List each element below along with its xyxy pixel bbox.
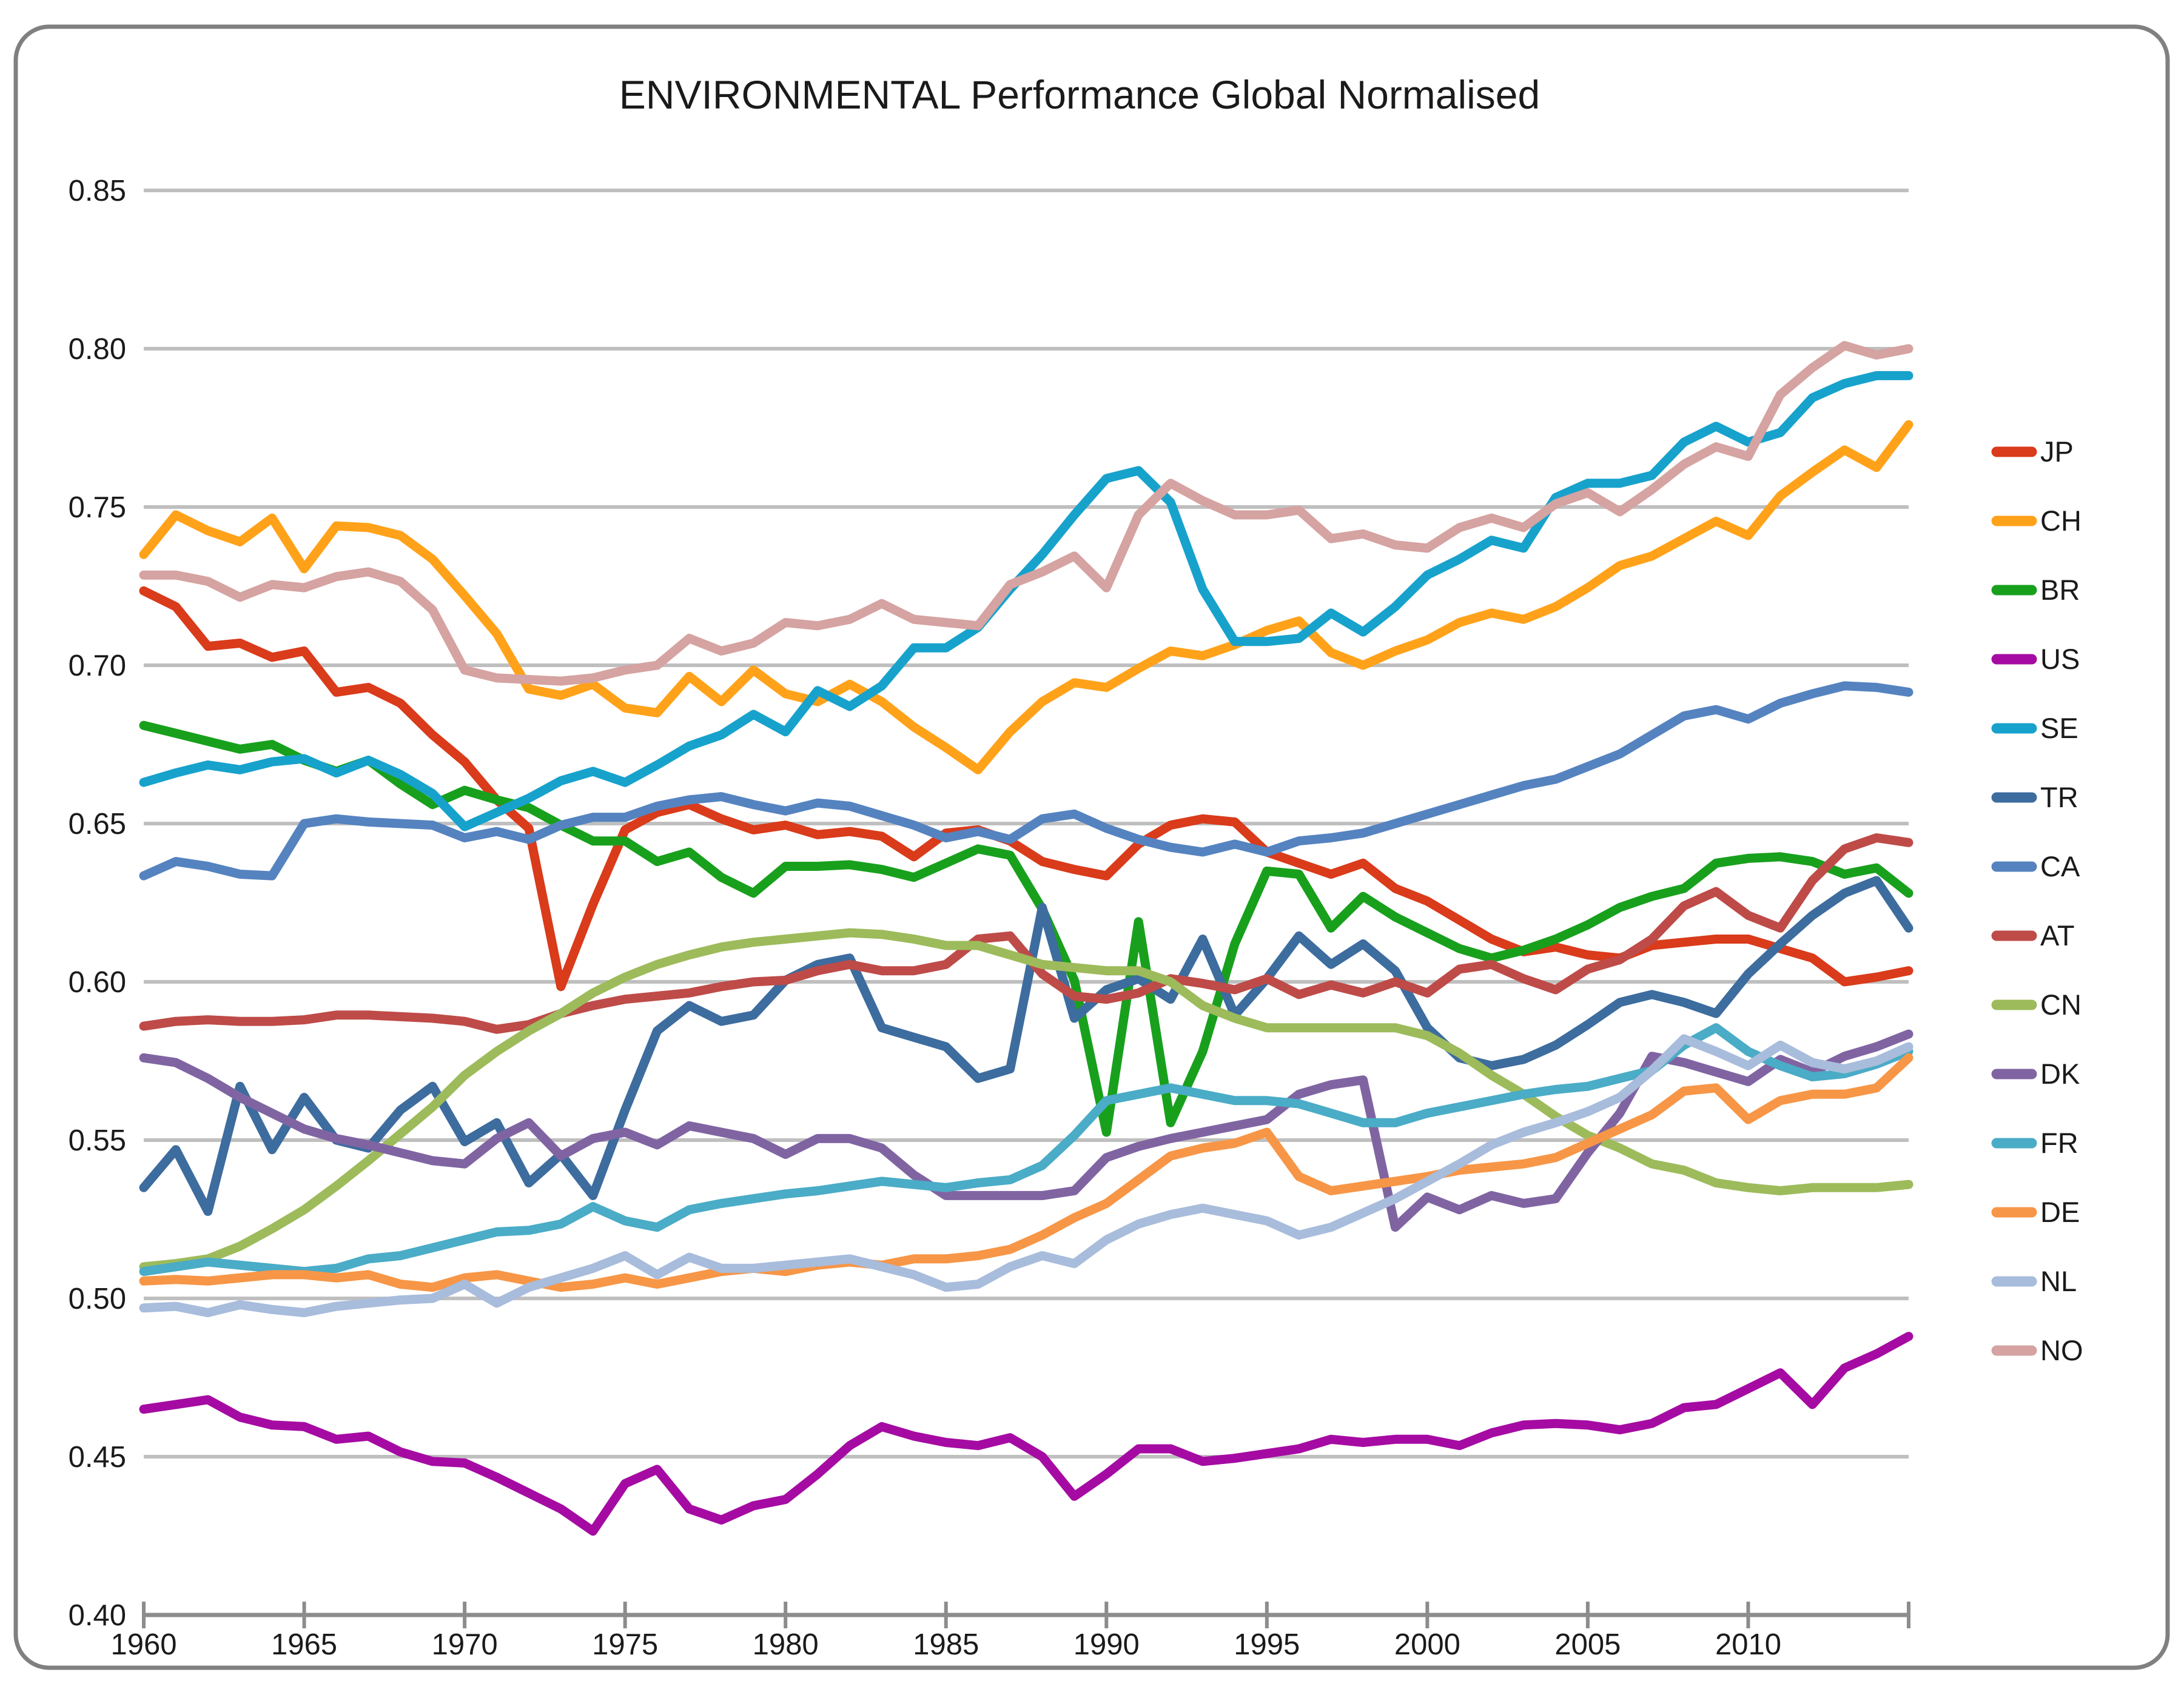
series-line-CA (139, 681, 1914, 881)
legend-item-AT: AT (1991, 919, 2075, 952)
x-axis-label: 1960 (110, 1628, 176, 1661)
y-axis-label: 0.40 (69, 1599, 126, 1632)
x-axis-label: 1980 (753, 1628, 819, 1661)
legend-label-CH: CH (2040, 505, 2082, 537)
legend-item-CH: CH (1991, 505, 2082, 537)
legend-label-NO: NO (2040, 1334, 2083, 1366)
series-line-DE (139, 1053, 1914, 1292)
y-axis-label: 0.70 (69, 650, 126, 682)
legend-item-FR: FR (1991, 1127, 2078, 1159)
legend-item-NO: NO (1991, 1334, 2083, 1366)
series-line-SE (139, 371, 1914, 831)
legend-label-NL: NL (2040, 1265, 2077, 1297)
x-axis-label: 1990 (1074, 1628, 1140, 1661)
series-line-NL (139, 1034, 1914, 1317)
legend-label-SE: SE (2040, 712, 2078, 744)
legend-item-NL: NL (1991, 1265, 2077, 1297)
y-axis-label: 0.50 (69, 1283, 126, 1315)
y-axis-label: 0.85 (69, 175, 126, 207)
chart-title: ENVIRONMENTAL Performance Global Normali… (619, 72, 1541, 117)
legend-label-TR: TR (2040, 781, 2078, 813)
x-axis-label: 1995 (1234, 1628, 1300, 1661)
legend-label-FR: FR (2040, 1127, 2078, 1159)
legend-label-US: US (2040, 643, 2080, 675)
legend-label-CN: CN (2040, 989, 2082, 1021)
legend-item-CA: CA (1991, 850, 2080, 882)
x-axis-label: 1975 (592, 1628, 658, 1661)
legend-item-DK: DK (1991, 1058, 2080, 1090)
legend-label-DK: DK (2040, 1058, 2080, 1090)
series-line-US (139, 1332, 1914, 1536)
x-axis-label: 1965 (271, 1628, 337, 1661)
series-line-NO (139, 341, 1914, 686)
legend-item-BR: BR (1991, 574, 2080, 606)
x-axis-label: 2010 (1715, 1628, 1781, 1661)
series-line-CN (139, 928, 1914, 1272)
legend-item-SE: SE (1991, 712, 2078, 744)
y-axis-label: 0.45 (69, 1441, 126, 1474)
legend-label-AT: AT (2040, 919, 2075, 952)
legend-label-BR: BR (2040, 574, 2080, 606)
y-axis-label: 0.75 (69, 491, 126, 524)
x-axis-label: 2005 (1554, 1628, 1621, 1661)
y-axis-label: 0.65 (69, 808, 126, 841)
x-axis-label: 1970 (432, 1628, 498, 1661)
legend-item-JP: JP (1991, 435, 2074, 468)
x-axis-label: 1985 (913, 1628, 979, 1661)
legend-item-US: US (1991, 643, 2080, 675)
series-line-FR (139, 1023, 1914, 1277)
chart-border (13, 24, 2170, 1670)
legend-item-TR: TR (1991, 781, 2078, 813)
x-axis-label: 2000 (1394, 1628, 1460, 1661)
legend-item-DE: DE (1991, 1196, 2080, 1228)
legend-item-CN: CN (1991, 989, 2082, 1021)
legend-label-CA: CA (2040, 850, 2080, 882)
legend-label-DE: DE (2040, 1196, 2080, 1228)
y-axis-label: 0.55 (69, 1124, 126, 1157)
series-line-DK (139, 1029, 1914, 1232)
series-line-AT (139, 833, 1914, 1034)
y-axis-label: 0.80 (69, 333, 126, 366)
series-line-CH (139, 420, 1914, 774)
y-axis-label: 0.60 (69, 966, 126, 999)
legend-label-JP: JP (2040, 435, 2074, 468)
